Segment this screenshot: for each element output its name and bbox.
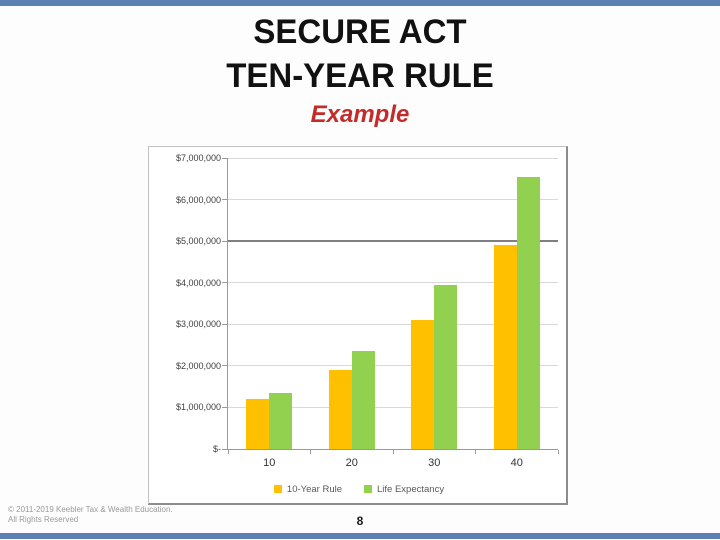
slide-title-line1: SECURE ACT (253, 13, 467, 51)
footer-line1: © 2011-2019 Keebler Tax & Wealth Educati… (8, 505, 173, 514)
y-axis-tick (222, 199, 227, 201)
bar-life-expectancy-10 (269, 392, 293, 449)
y-axis-label: $6,000,000 (175, 194, 221, 205)
y-axis-label: $- (212, 444, 221, 454)
legend-label: Life Expectancy (377, 483, 445, 495)
bottom-accent-bar (0, 533, 720, 539)
y-axis-tick (222, 323, 227, 325)
legend-item: 10-Year Rule (273, 483, 343, 495)
bar-life-expectancy-30 (434, 284, 458, 449)
y-axis-label: $2,000,000 (175, 360, 221, 371)
x-axis-label: 10 (263, 457, 276, 469)
x-axis-tick (475, 450, 476, 454)
bar-10-year-rule-20 (328, 370, 352, 449)
footer-line2: All Rights Reserved (8, 515, 79, 524)
plot-area (222, 157, 559, 454)
bar-10-year-rule-30 (411, 320, 435, 449)
x-axis-tick (310, 450, 311, 454)
slide-title-line2: TEN-YEAR RULE (226, 57, 494, 95)
bar-10-year-rule-10 (246, 399, 270, 449)
bar-life-expectancy-20 (351, 351, 375, 449)
x-axis-label: 20 (345, 457, 358, 469)
y-axis-tick (222, 448, 227, 450)
bar-chart: 10-Year Rule Life Expectancy $- $1,000,000… (148, 146, 568, 505)
x-axis-label: 30 (428, 457, 441, 469)
top-accent-bar (0, 0, 720, 6)
gridline (228, 199, 558, 201)
x-axis-tick (557, 450, 559, 454)
bar-life-expectancy-40 (516, 176, 540, 449)
x-axis-tick (227, 450, 229, 454)
chart-legend: 10-Year Rule Life Expectancy (149, 481, 569, 497)
y-axis-label: $4,000,000 (175, 277, 221, 288)
legend-item: Life Expectancy (364, 484, 444, 495)
y-axis-tick (222, 406, 227, 408)
y-axis-tick (222, 240, 227, 242)
x-axis-tick (392, 450, 394, 454)
slide-subtitle: Example (310, 101, 410, 128)
title-block: SECURE ACT TEN-YEAR RULE Example (0, 10, 720, 130)
gridline (228, 240, 558, 243)
y-axis-label: $5,000,000 (175, 236, 221, 247)
bar-10-year-rule-40 (493, 245, 517, 449)
gridline (228, 323, 558, 325)
y-axis-tick (222, 157, 227, 159)
y-axis-label: $3,000,000 (175, 319, 221, 330)
y-axis-label: $7,000,000 (175, 153, 221, 163)
page-number: 8 (356, 514, 364, 528)
legend-swatch-icon (273, 485, 282, 493)
x-axis-label: 40 (510, 457, 523, 469)
gridline (228, 157, 558, 159)
y-axis-label: $1,000,000 (175, 402, 221, 413)
legend-swatch-icon (364, 485, 373, 493)
gridline (228, 282, 558, 284)
y-axis-tick (222, 282, 227, 284)
x-axis-line (227, 449, 558, 450)
copyright-footer: © 2011-2019 Keebler Tax & Wealth Educati… (8, 505, 173, 525)
y-axis-tick (222, 365, 227, 367)
gridline (228, 406, 558, 408)
gridline (228, 365, 558, 367)
y-axis-line (227, 158, 228, 449)
legend-label: 10-Year Rule (286, 483, 343, 495)
